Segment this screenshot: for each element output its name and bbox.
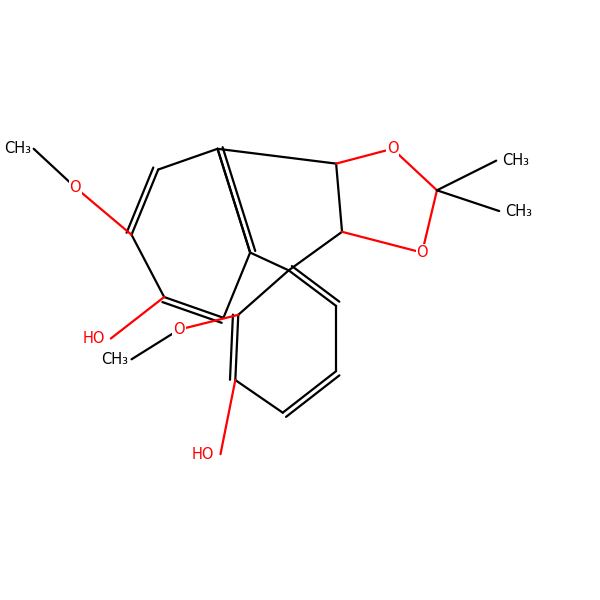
Text: HO: HO bbox=[192, 446, 215, 461]
Text: O: O bbox=[416, 245, 428, 260]
Text: O: O bbox=[173, 322, 185, 337]
Text: O: O bbox=[386, 141, 398, 156]
Text: O: O bbox=[70, 180, 81, 195]
Text: CH₃: CH₃ bbox=[4, 141, 31, 156]
Text: HO: HO bbox=[82, 331, 105, 346]
Text: CH₃: CH₃ bbox=[101, 352, 128, 367]
Text: CH₃: CH₃ bbox=[502, 153, 529, 168]
Text: CH₃: CH₃ bbox=[505, 203, 532, 218]
